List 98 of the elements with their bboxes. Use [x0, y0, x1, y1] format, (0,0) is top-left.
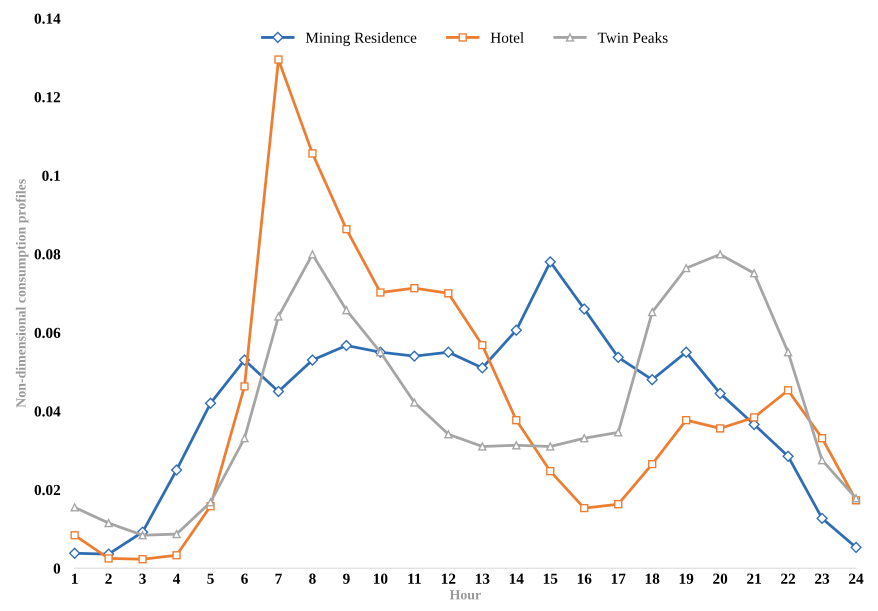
- point: [716, 250, 724, 259]
- point: [614, 428, 622, 436]
- x-tick-label: 23: [815, 574, 830, 584]
- point: [70, 503, 79, 512]
- x-tick-label: 14: [510, 574, 524, 584]
- point: [782, 450, 794, 462]
- y-tick-label: 0.04: [34, 406, 60, 417]
- point: [172, 551, 181, 560]
- point: [750, 413, 758, 422]
- point: [546, 442, 554, 451]
- point: [444, 430, 453, 438]
- point: [104, 518, 113, 528]
- x-tick-label: 12: [442, 574, 456, 584]
- point: [274, 55, 283, 64]
- point: [512, 441, 520, 450]
- y-tick-label: 0.14: [34, 13, 60, 24]
- legend-label: Twin Peaks: [598, 32, 668, 43]
- point: [646, 374, 658, 386]
- point: [818, 456, 826, 464]
- point: [240, 434, 249, 442]
- x-tick-label: 4: [172, 574, 180, 584]
- point: [70, 531, 79, 540]
- point: [818, 434, 826, 442]
- y-tick-label: 0.12: [34, 92, 60, 102]
- legend-label: Hotel: [490, 32, 524, 43]
- x-tick-label: 5: [207, 574, 214, 584]
- point: [138, 531, 147, 540]
- x-tick-label: 8: [309, 574, 316, 584]
- x-tick-label: 18: [646, 574, 660, 584]
- y-tick-label: 0.06: [34, 328, 60, 338]
- point: [714, 388, 726, 400]
- point: [784, 348, 792, 356]
- point: [750, 269, 758, 278]
- point: [612, 352, 624, 363]
- point: [478, 340, 486, 350]
- x-tick-label: 22: [781, 574, 796, 584]
- x-axis-title: Hour: [450, 590, 481, 600]
- point: [306, 354, 318, 366]
- x-tick-label: 24: [849, 574, 864, 584]
- point: [408, 350, 420, 362]
- point: [578, 303, 590, 315]
- x-tick-label: 13: [476, 574, 490, 584]
- point: [69, 548, 80, 559]
- point: [342, 306, 351, 314]
- x-tick-label: 6: [241, 574, 248, 584]
- point: [580, 504, 588, 512]
- point: [410, 284, 419, 292]
- point: [170, 464, 182, 476]
- y-tick-label: 0.02: [34, 484, 60, 496]
- point: [816, 512, 828, 524]
- point: [478, 442, 486, 451]
- point: [342, 225, 351, 234]
- point: [682, 264, 690, 272]
- point: [682, 416, 690, 424]
- point: [104, 554, 113, 563]
- point: [512, 416, 520, 424]
- x-tick-label: 17: [612, 574, 626, 584]
- point: [204, 398, 216, 409]
- legend-label: Mining Residence: [306, 32, 416, 46]
- point: [308, 149, 317, 158]
- x-tick-label: 20: [713, 574, 728, 584]
- point: [476, 362, 488, 374]
- x-tick-label: 19: [680, 574, 694, 584]
- x-tick-label: 1: [72, 574, 78, 584]
- point: [308, 250, 317, 259]
- x-tick-label: 3: [139, 574, 146, 584]
- x-tick-label: 15: [544, 574, 558, 584]
- point: [614, 500, 622, 508]
- x-tick-label: 21: [747, 574, 761, 584]
- x-tick-label: 16: [578, 574, 592, 584]
- point: [444, 289, 453, 298]
- point: [716, 424, 724, 433]
- point: [580, 434, 588, 442]
- point: [172, 530, 181, 538]
- point: [648, 308, 656, 316]
- x-tick-label: 2: [105, 574, 112, 584]
- point: [648, 460, 656, 468]
- y-tick-label: 0.08: [34, 249, 60, 260]
- x-tick-label: 9: [343, 574, 350, 584]
- point: [272, 386, 284, 398]
- point: [510, 324, 522, 336]
- point: [274, 312, 283, 321]
- x-tick-label: 10: [374, 574, 388, 584]
- point: [376, 288, 385, 297]
- y-axis-title: Non-dimensional consumption profiles: [16, 179, 28, 408]
- y-tick-label: 0.1: [42, 170, 60, 181]
- point: [240, 382, 249, 391]
- point: [784, 386, 792, 394]
- y-tick-label: 0: [54, 563, 60, 574]
- point: [680, 346, 692, 358]
- x-tick-label: 7: [276, 574, 282, 584]
- point: [442, 346, 454, 358]
- point: [340, 340, 352, 352]
- x-tick-label: 11: [408, 574, 421, 584]
- point: [850, 542, 862, 554]
- point: [138, 555, 147, 564]
- point: [546, 467, 554, 476]
- point: [544, 256, 556, 268]
